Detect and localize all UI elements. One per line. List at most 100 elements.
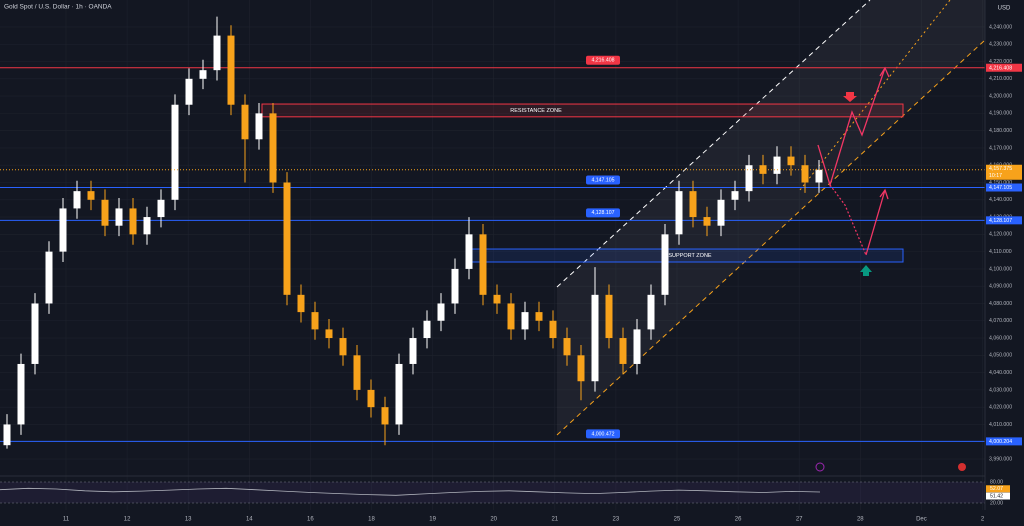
level-tag — [586, 429, 620, 439]
y-tick-label: 4,210.000 — [989, 76, 1012, 82]
x-tick-label: 13 — [185, 517, 192, 523]
candle-body — [241, 104, 249, 140]
candle-body — [395, 363, 403, 425]
last-price-label: 4,157.375 — [989, 166, 1012, 172]
y-tick-label: 4,050.000 — [989, 353, 1012, 359]
event-icon — [958, 463, 966, 471]
rsi-tick-label: 20.00 — [990, 500, 1003, 506]
channel-lower — [556, 39, 986, 436]
zone-label: SUPPORT ZONE — [668, 253, 712, 259]
candle-body — [773, 156, 781, 174]
x-tick-label: 26 — [735, 517, 742, 523]
price-tag — [986, 437, 1022, 446]
candle-body — [801, 165, 809, 183]
up-arrow — [860, 265, 872, 276]
price-tag-label: 4,000.204 — [989, 439, 1012, 445]
candle-body — [745, 165, 753, 192]
y-tick-label: 4,150.000 — [989, 180, 1012, 186]
candle-body — [605, 294, 613, 339]
candle-body — [185, 78, 193, 105]
candle-body — [409, 338, 417, 364]
level-tag-label: 4,147.105 — [591, 177, 614, 183]
rsi-line — [0, 487, 821, 496]
x-tick-label: 14 — [246, 517, 253, 523]
grid — [0, 0, 985, 510]
candle-body — [479, 234, 487, 295]
candle-body — [157, 199, 165, 218]
candle-body — [3, 424, 11, 446]
price-tag — [986, 216, 1022, 225]
x-tick-label: 21 — [551, 517, 558, 523]
x-tick-label: 16 — [307, 517, 314, 523]
candle-body — [325, 329, 333, 339]
x-tick-label: 25 — [674, 517, 681, 523]
y-tick-label: 4,190.000 — [989, 111, 1012, 117]
y-tick-label: 4,010.000 — [989, 422, 1012, 428]
candle-body — [45, 251, 53, 304]
candle-body — [199, 70, 207, 79]
level-tag — [586, 55, 620, 65]
candle-body — [689, 191, 697, 218]
candle-body — [465, 234, 473, 269]
rsi-tag-label: 52.07 — [990, 486, 1003, 492]
y-tick-label: 4,230.000 — [989, 42, 1012, 48]
rsi-tag — [986, 485, 1010, 493]
y-tick-label: 4,030.000 — [989, 387, 1012, 393]
y-tick-label: 4,110.000 — [989, 249, 1012, 255]
channel-fill — [557, 0, 985, 435]
y-tick-label: 4,200.000 — [989, 93, 1012, 99]
rsi-band — [0, 482, 985, 503]
candle-body — [255, 113, 263, 140]
candle-body — [227, 35, 235, 105]
price-tag-label: 4,147.105 — [989, 185, 1012, 191]
candle-body — [493, 294, 501, 304]
last-price-tag — [986, 164, 1022, 180]
candle-body — [507, 303, 515, 330]
candle-body — [815, 169, 823, 183]
rsi-tick-label: 80.00 — [990, 479, 1003, 485]
x-tick-label: 11 — [63, 517, 70, 523]
channel-mid — [799, 0, 951, 191]
candle-body — [619, 338, 627, 364]
candle-body — [563, 338, 571, 356]
y-tick-label: 4,180.000 — [989, 128, 1012, 134]
y-tick-label: 4,240.000 — [989, 24, 1012, 30]
candle-body — [535, 312, 543, 321]
level-tag-label: 4,128.107 — [591, 210, 614, 216]
candle-body — [661, 234, 669, 295]
rsi-tag — [986, 492, 1010, 500]
level-tag — [586, 175, 620, 185]
candle-body — [675, 191, 683, 235]
candle-body — [143, 217, 151, 235]
level-tag — [586, 208, 620, 218]
y-tick-label: 4,100.000 — [989, 266, 1012, 272]
candle-body — [381, 407, 389, 425]
candle-body — [339, 338, 347, 356]
projection-path-alt — [829, 184, 867, 256]
candle-body — [703, 217, 711, 226]
arrow-head — [879, 188, 889, 200]
candle-body — [59, 208, 67, 252]
x-tick-label: 19 — [429, 517, 436, 523]
candle-body — [353, 355, 361, 390]
countdown: 10:17 — [989, 173, 1002, 179]
candle-body — [213, 35, 221, 71]
candle-body — [31, 303, 39, 364]
projection-path — [817, 67, 886, 188]
candle-body — [129, 208, 137, 235]
candle-body — [171, 104, 179, 200]
arrow-head — [879, 66, 890, 78]
price-tag-label: 4,128.107 — [989, 218, 1012, 224]
rsi-tag-label: 51.42 — [990, 493, 1003, 499]
level-tag-label: 4,216.408 — [591, 58, 614, 64]
x-tick-label: 12 — [124, 517, 131, 523]
candle-body — [423, 320, 431, 339]
x-tick-label: 27 — [796, 517, 803, 523]
zone — [261, 103, 904, 118]
candle-body — [283, 182, 291, 295]
candle-body — [101, 199, 109, 226]
candle-body — [591, 294, 599, 382]
chart-title: Gold Spot / U.S. Dollar · 1h · OANDA — [4, 4, 112, 11]
